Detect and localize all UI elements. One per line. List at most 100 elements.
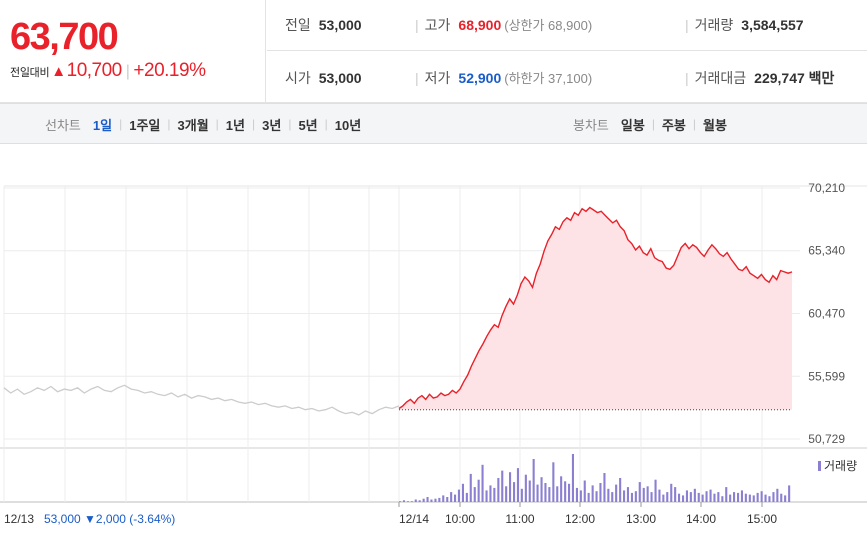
- candle-chart-label: 봉차트: [573, 117, 609, 133]
- today-area-fill: [399, 207, 792, 410]
- volume-bar-71: [678, 493, 681, 502]
- volume-bar-66: [658, 489, 661, 502]
- volume-bar-46: [579, 490, 582, 502]
- volume-bar-91: [756, 492, 759, 502]
- volume-bar-56: [619, 478, 622, 502]
- volume-bar-34: [532, 459, 535, 502]
- line-tab-3[interactable]: 1년: [225, 117, 245, 133]
- volume-bar-30: [516, 468, 519, 502]
- volume-bar-53: [607, 488, 610, 502]
- line-chart-tabs: 선차트 1일 | 1주일 | 3개월 | 1년 | 3년 | 5년 | 10년: [45, 104, 363, 144]
- volume-bar-61: [638, 482, 641, 502]
- volume-bar-17: [465, 492, 468, 502]
- volume-legend-swatch: [818, 461, 821, 471]
- open-label: 시가: [285, 69, 311, 86]
- tab-divider: |: [692, 117, 696, 131]
- volume-bar-79: [709, 489, 712, 502]
- info-row-1: 전일 53,000 | 고가 68,900 (상한가 68,900) | 거래량…: [267, 0, 867, 51]
- volume-bar-95: [772, 492, 775, 502]
- y-tick-label-2: 60,470: [808, 306, 845, 320]
- x-tick-label-5: 14:00: [686, 512, 716, 526]
- open-value: 53,000: [318, 69, 362, 86]
- upper-limit: (상한가 68,900): [504, 18, 593, 33]
- volume-bar-23: [489, 485, 492, 502]
- amount-value: 229,747 백만: [754, 69, 835, 86]
- price-change: 전일대비 ▲ 10,700 | +20.19%: [10, 60, 206, 82]
- volume-bar-87: [740, 490, 743, 502]
- volume-bar-67: [662, 494, 665, 502]
- volume-bar-94: [768, 496, 771, 502]
- line-tab-2[interactable]: 3개월: [177, 117, 209, 133]
- candle-tab-1[interactable]: 주봉: [661, 117, 686, 133]
- volume-bar-68: [666, 492, 669, 502]
- candle-tab-2[interactable]: 월봉: [702, 117, 727, 133]
- line-tab-5[interactable]: 5년: [298, 117, 318, 133]
- volume-bar-11: [442, 495, 445, 502]
- candle-tab-0[interactable]: 일봉: [620, 117, 645, 133]
- volume-bar-18: [469, 473, 472, 502]
- volume-bar-21: [481, 464, 484, 502]
- volume-bar-62: [642, 487, 645, 502]
- volume-bar-59: [630, 492, 633, 502]
- volume-bar-98: [784, 495, 787, 502]
- volume-bar-51: [599, 483, 602, 502]
- volume-bar-45: [575, 487, 578, 502]
- volume-bar-55: [615, 484, 618, 502]
- volume-bar-88: [744, 493, 747, 502]
- volume-bar-93: [764, 494, 767, 502]
- volume-bar-76: [697, 492, 700, 502]
- prev-day-series-line: [3, 384, 400, 416]
- volume-bar-31: [520, 488, 523, 502]
- volume-bar-4: [414, 499, 417, 502]
- x-tick-label-4: 13:00: [626, 512, 656, 526]
- prev-close-label: 전일: [285, 17, 311, 33]
- volume-bar-25: [497, 478, 500, 502]
- volume-bar-89: [748, 494, 751, 502]
- divider: |: [125, 63, 130, 80]
- y-tick-label-4: 50,729: [808, 432, 845, 446]
- volume-bar-24: [493, 487, 496, 502]
- volume-bar-35: [536, 484, 539, 502]
- volume-bar-80: [713, 493, 716, 502]
- line-tab-4[interactable]: 3년: [262, 117, 282, 133]
- volume-bar-6: [422, 498, 425, 502]
- tab-divider: |: [651, 117, 655, 131]
- volume-bar-47: [583, 480, 586, 502]
- trade-amount: | 거래대금 229,747 백만: [685, 68, 834, 88]
- high-value: 68,900: [458, 17, 502, 33]
- volume-bar-37: [544, 483, 547, 502]
- y-tick-label-1: 65,340: [808, 244, 845, 258]
- volume-bar-74: [689, 492, 692, 502]
- volume-bar-50: [595, 491, 598, 502]
- line-tab-0[interactable]: 1일: [92, 117, 113, 133]
- line-tab-1[interactable]: 1주일: [129, 117, 161, 133]
- volume-bar-13: [450, 492, 453, 502]
- tab-divider: |: [215, 117, 219, 131]
- change-amount: 10,700: [66, 60, 123, 81]
- volume-bar-69: [670, 483, 673, 502]
- line-tab-6[interactable]: 10년: [334, 117, 362, 133]
- high-label: 고가: [424, 17, 451, 33]
- volume-bar-73: [685, 490, 688, 502]
- volume-bar-3: [410, 501, 413, 502]
- volume-bar-49: [591, 485, 594, 502]
- volume-bar-15: [457, 489, 460, 502]
- volume-bar-83: [725, 487, 728, 502]
- volume-bar-77: [701, 494, 704, 502]
- volume-bar-2: [406, 501, 409, 502]
- tab-divider: |: [251, 117, 256, 131]
- volume-bar-48: [587, 492, 590, 502]
- volume-bar-8: [430, 499, 433, 502]
- volume-bar-81: [717, 492, 720, 502]
- volume-bar-7: [426, 497, 429, 502]
- volume-bar-10: [438, 497, 441, 502]
- volume-bar-90: [752, 495, 755, 502]
- chart-period-tabs: 선차트 1일 | 1주일 | 3개월 | 1년 | 3년 | 5년 | 10년 봉차트 일봉 | 주봉 | 월봉: [0, 103, 867, 144]
- volume-bar-40: [556, 486, 559, 502]
- volume-bar-38: [548, 487, 551, 502]
- volume-bar-58: [626, 487, 629, 502]
- tab-divider: |: [324, 117, 328, 131]
- volume-bar-41: [560, 476, 563, 502]
- volume-bar-43: [568, 483, 571, 502]
- up-arrow-icon: ▲: [51, 63, 66, 80]
